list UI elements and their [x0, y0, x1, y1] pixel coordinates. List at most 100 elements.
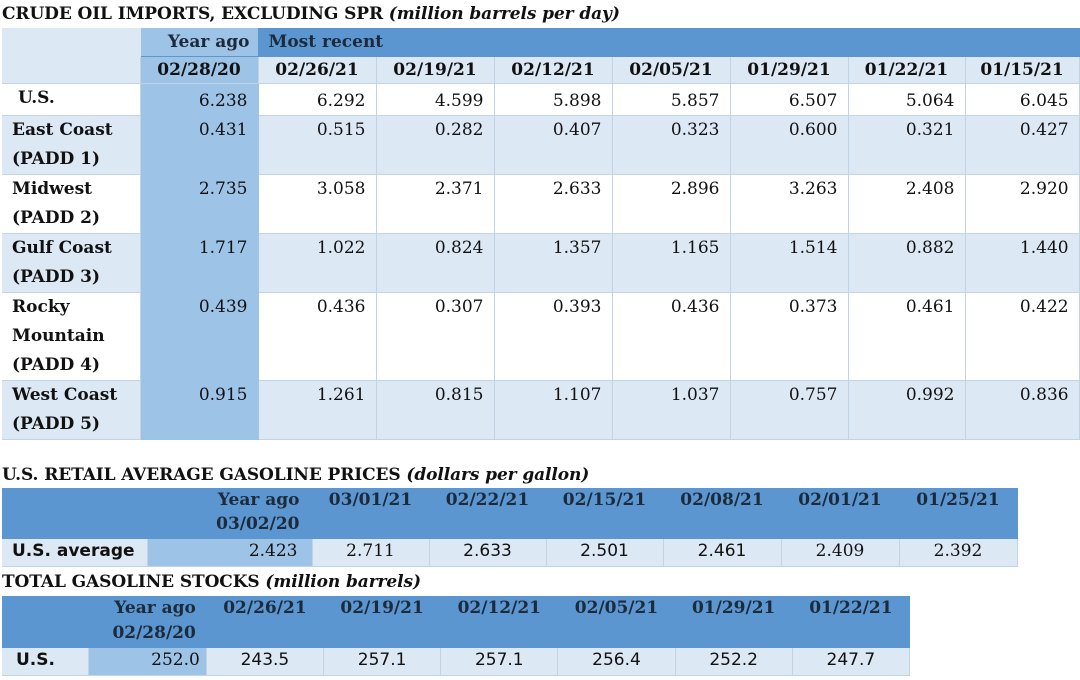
value-cell: 2.392 — [899, 539, 1018, 567]
value-cell: 256.4 — [557, 648, 676, 676]
gasoline-prices-title-text: U.S. RETAIL AVERAGE GASOLINE PRICES — [2, 465, 401, 485]
row-label: Rocky Mountain (PADD 4) — [2, 292, 141, 381]
date-header: 02/15/21 — [546, 488, 664, 539]
value-cell: 3.263 — [730, 174, 849, 234]
table-row: Rocky Mountain (PADD 4) 0.439 0.436 0.30… — [2, 292, 1080, 381]
date-header: 01/29/21 — [730, 56, 849, 84]
value-cell: 0.282 — [376, 115, 495, 175]
value-cell: 2.633 — [494, 174, 613, 234]
date-header: 02/12/21 — [440, 596, 559, 648]
value-cell: 247.7 — [792, 648, 911, 676]
value-cell: 0.815 — [376, 380, 495, 440]
header-blank-cell — [2, 28, 141, 57]
table-row: U.S. 6.238 6.292 4.599 5.898 5.857 6.507… — [2, 83, 1080, 116]
date-header: 02/08/21 — [663, 488, 782, 539]
table-row: Gulf Coast (PADD 3) 1.717 1.022 0.824 1.… — [2, 233, 1080, 293]
value-cell: 1.022 — [258, 233, 377, 293]
value-cell: 0.431 — [140, 115, 259, 175]
value-cell: 0.427 — [965, 115, 1080, 175]
gasoline-prices-unit: (dollars per gallon) — [406, 465, 590, 485]
header-blank-cell — [2, 596, 89, 648]
row-label: Gulf Coast (PADD 3) — [2, 233, 141, 293]
value-cell: 0.436 — [612, 292, 731, 381]
value-cell: 0.757 — [730, 380, 849, 440]
table-row: U.S. average 2.423 2.711 2.633 2.501 2.4… — [2, 539, 1018, 567]
value-cell: 257.1 — [323, 648, 442, 676]
date-header: 01/29/21 — [675, 596, 793, 648]
value-cell: 1.261 — [258, 380, 377, 440]
value-cell: 0.915 — [140, 380, 259, 440]
value-cell: 0.422 — [965, 292, 1080, 381]
crude-imports-title: CRUDE OIL IMPORTS, EXCLUDING SPR (millio… — [2, 4, 620, 24]
value-cell: 0.992 — [848, 380, 966, 440]
value-cell: 2.896 — [612, 174, 731, 234]
value-cell: 0.393 — [494, 292, 613, 381]
value-cell: 0.307 — [376, 292, 495, 381]
value-cell: 2.735 — [140, 174, 259, 234]
gasoline-stocks-title-text: TOTAL GASOLINE STOCKS — [2, 572, 260, 592]
year-ago-label: Year ago — [114, 598, 196, 618]
value-cell: 0.373 — [730, 292, 849, 381]
year-ago-value: 2.423 — [147, 539, 313, 567]
date-header: 01/22/21 — [848, 56, 966, 84]
value-cell: 0.836 — [965, 380, 1080, 440]
date-header: 02/01/21 — [781, 488, 900, 539]
gasoline-prices-title: U.S. RETAIL AVERAGE GASOLINE PRICES (dol… — [2, 465, 589, 485]
most-recent-header: Most recent — [258, 28, 1080, 57]
value-cell: 0.436 — [258, 292, 377, 381]
date-header: 02/26/21 — [206, 596, 325, 648]
table-row: West Coast (PADD 5) 0.915 1.261 0.815 1.… — [2, 380, 1080, 440]
year-ago-header: Year ago — [140, 28, 259, 57]
row-label-text: Rocky Mountain (PADD 4) — [12, 297, 105, 375]
date-header: 02/26/21 — [258, 56, 377, 84]
value-cell: 0.407 — [494, 115, 613, 175]
value-cell: 2.501 — [546, 539, 664, 567]
gasoline-stocks-table: Year ago 02/28/20 02/26/21 02/19/21 02/12… — [2, 596, 911, 676]
value-cell: 1.357 — [494, 233, 613, 293]
row-label: East Coast (PADD 1) — [2, 115, 141, 175]
value-cell: 2.409 — [781, 539, 900, 567]
date-header: 02/05/21 — [612, 56, 731, 84]
value-cell: 0.439 — [140, 292, 259, 381]
value-cell: 6.292 — [258, 83, 377, 116]
table-row: East Coast (PADD 1) 0.431 0.515 0.282 0.… — [2, 115, 1080, 175]
value-cell: 257.1 — [440, 648, 559, 676]
crude-imports-table: Year ago Most recent 02/28/20 02/26/21 0… — [2, 28, 1080, 440]
value-cell: 6.238 — [140, 83, 259, 116]
value-cell: 0.600 — [730, 115, 849, 175]
value-cell: 252.2 — [675, 648, 793, 676]
date-header: 02/22/21 — [429, 488, 547, 539]
value-cell: 2.711 — [312, 539, 430, 567]
value-cell: 1.037 — [612, 380, 731, 440]
year-ago-date: 03/02/20 — [216, 514, 300, 534]
gasoline-stocks-unit: (million barrels) — [265, 572, 421, 592]
gasoline-stocks-title: TOTAL GASOLINE STOCKS (million barrels) — [2, 572, 421, 592]
value-cell: 2.633 — [429, 539, 547, 567]
table-row: Midwest (PADD 2) 2.735 3.058 2.371 2.633… — [2, 174, 1080, 234]
value-cell: 3.058 — [258, 174, 377, 234]
year-ago-header: Year ago 03/02/20 — [147, 488, 313, 539]
value-cell: 6.507 — [730, 83, 849, 116]
value-cell: 0.882 — [848, 233, 966, 293]
value-cell: 243.5 — [206, 648, 325, 676]
row-label: West Coast (PADD 5) — [2, 380, 141, 440]
value-cell: 2.920 — [965, 174, 1080, 234]
date-header: 02/19/21 — [323, 596, 442, 648]
year-ago-header: Year ago 02/28/20 — [88, 596, 207, 648]
table-row: U.S. 252.0 243.5 257.1 257.1 256.4 252.2… — [2, 648, 911, 676]
date-header: 03/01/21 — [312, 488, 430, 539]
value-cell: 0.461 — [848, 292, 966, 381]
value-cell: 1.514 — [730, 233, 849, 293]
value-cell: 0.515 — [258, 115, 377, 175]
row-label: U.S. average — [2, 539, 148, 567]
date-header: 02/05/21 — [557, 596, 676, 648]
value-cell: 1.165 — [612, 233, 731, 293]
value-cell: 5.064 — [848, 83, 966, 116]
row-label: Midwest (PADD 2) — [2, 174, 141, 234]
date-header: 02/19/21 — [376, 56, 495, 84]
value-cell: 2.408 — [848, 174, 966, 234]
value-cell: 0.323 — [612, 115, 731, 175]
header-blank-cell — [2, 488, 148, 539]
value-cell: 2.461 — [663, 539, 782, 567]
gasoline-prices-table: Year ago 03/02/20 03/01/21 02/22/21 02/15… — [2, 488, 1018, 567]
